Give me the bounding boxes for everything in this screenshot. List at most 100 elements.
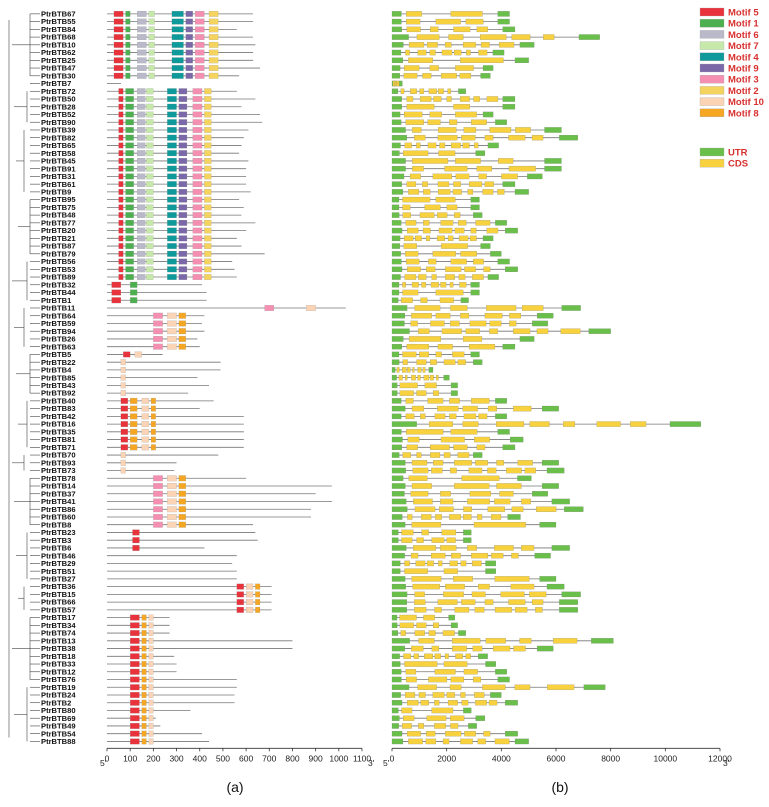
motif-box [153,521,163,528]
cds-box [406,227,419,234]
x-tick-label: 1000 [329,753,348,763]
cds-box [406,343,429,350]
cds-box [450,305,468,311]
cds-box [408,475,428,481]
utr-box [391,258,402,265]
cds-box [406,258,420,265]
cds-box [427,119,441,125]
gene-label: PtrBTB42 [41,412,76,421]
cds-box [449,560,458,567]
motif-box [118,250,124,257]
cds-box [411,576,442,582]
motif-box [153,483,163,489]
cds-box [434,607,442,613]
motif-box [204,181,212,188]
cds-box [489,320,502,327]
gene-label: PtrBTB44 [41,288,76,297]
cds-box [452,645,467,652]
cds-box [514,684,531,690]
utr-box [391,73,400,79]
motif-box [185,41,193,48]
motif-box [153,514,163,520]
cds-box [458,235,469,242]
cds-box [474,692,485,698]
utr-box [391,583,406,590]
cds-box [407,367,411,373]
cds-box [563,421,576,427]
cds-box [488,700,498,706]
cds-box [406,18,421,25]
cds-box [508,165,536,172]
motif-box [130,421,138,427]
motif-box [192,243,203,249]
motif-box [141,645,147,652]
motif-box [146,243,154,249]
motif-box [178,188,188,195]
utr-box [473,212,483,218]
utr-box [391,436,403,443]
motif-box [167,490,177,497]
gene-label: PtrBTB70 [41,451,76,460]
cds-box [418,723,425,729]
motif-box [185,10,193,17]
motif-box [148,72,155,79]
cds-box [463,514,472,520]
motif-box [148,699,154,706]
utr-box [544,158,562,164]
utr-box [391,42,404,48]
motif-box [167,343,177,350]
cds-box [426,560,434,567]
motif-box [167,243,177,249]
gene-label: PtrBTB26 [41,335,76,344]
utr-box [391,150,400,156]
utr-box [517,475,532,481]
cds-box [460,738,473,745]
x-tick-label: 800 [285,753,299,763]
cds-box [437,405,459,412]
utr-box [470,289,480,296]
motif-box [130,413,138,420]
utr-box [473,452,483,458]
utr-box [470,282,480,288]
motif-box [192,103,203,110]
x-tick-label: 700 [262,753,276,763]
motif-box [146,165,154,172]
cds-box [468,343,496,350]
gene-label: PtrBTB76 [41,675,76,684]
utr-box [391,65,401,71]
motif-box [120,421,128,427]
cds-box [461,599,476,605]
motif-box [178,111,188,118]
gene-label: PtrBTB87 [41,242,76,251]
cds-box [444,653,449,659]
motif-box [130,661,140,667]
legend-label: Motif 10 [728,97,764,108]
cds-box [435,514,442,520]
cds-box [476,165,492,172]
motif-box [130,436,138,443]
motif-box [141,684,147,691]
motif-box [125,10,131,17]
motif-box [178,258,188,265]
utr-box [391,88,399,94]
cds-box [437,127,457,133]
cds-box [423,220,430,226]
cds-box [428,88,437,94]
utr-box [559,607,578,613]
cds-box [492,645,511,652]
motif-box [153,343,163,350]
legend-label: Motif 1 [728,19,759,30]
utr-box [583,684,606,690]
gene-label: PtrBTB3 [41,536,71,545]
motif-box [194,57,205,64]
motif-box [137,142,146,149]
utr-box [391,467,406,474]
cds-box [431,467,443,474]
panel-b-5prime: 5' [383,758,390,768]
cds-box [469,320,487,327]
cds-box [417,49,427,56]
motif-box [148,715,154,722]
cds-box [478,413,488,420]
utr-box [502,444,516,451]
motif-box [125,227,134,234]
